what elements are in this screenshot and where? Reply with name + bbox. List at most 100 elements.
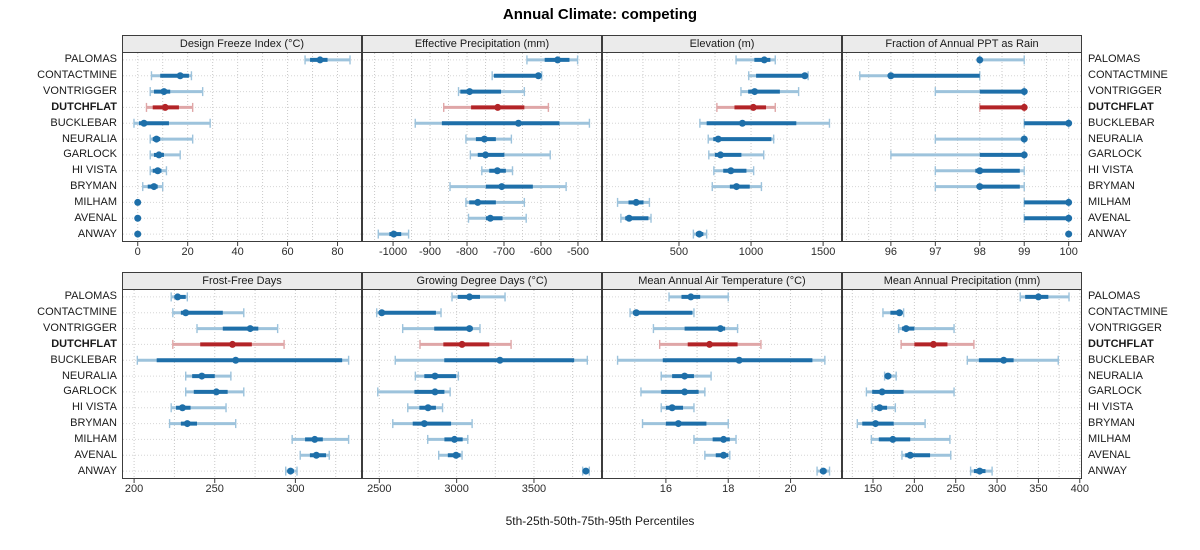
percentile-interval-palomas — [526, 55, 579, 65]
median-dot-milham — [474, 198, 482, 206]
percentile-interval-bryman — [449, 182, 567, 192]
site-label-right-milham-row2: MILHAM — [1088, 432, 1131, 445]
median-dot-bryman — [871, 420, 879, 428]
site-label-right-contactmine-row1: CONTACTMINE — [1088, 69, 1168, 82]
tick-label-mean-annual-air-temperature-c-20: 20 — [784, 483, 797, 495]
median-dot-garlock — [1020, 151, 1028, 159]
percentile-interval-contactmine — [882, 308, 905, 318]
percentile-interval-hi-vista — [871, 403, 897, 413]
median-dot-anway — [582, 467, 590, 475]
percentile-interval-milham — [291, 434, 350, 444]
tick-label-frost-free-days-250: 250 — [205, 483, 224, 495]
tick-label-effective-precipitation-mm--600: -600 — [529, 246, 552, 258]
strip-title-design-freeze-index-c: Design Freeze Index (°C) — [122, 35, 362, 53]
median-dot-hi-vista — [668, 404, 676, 412]
median-dot-anway — [134, 230, 142, 238]
panel-fraction-of-annual-ppt-as-rain — [842, 52, 1082, 246]
percentile-interval-neuralia — [660, 371, 712, 381]
site-label-right-hi-vista-row1: HI VISTA — [1088, 164, 1134, 177]
percentile-interval-milham — [616, 197, 651, 207]
tick-label-frost-free-days-200: 200 — [124, 483, 144, 495]
median-dot-bryman — [674, 420, 682, 428]
percentile-interval-anway — [969, 466, 993, 476]
percentile-interval-dutchflat — [443, 102, 550, 112]
percentile-interval-palomas — [304, 55, 351, 65]
median-dot-hi-vista — [424, 404, 432, 412]
median-dot-avenal — [906, 451, 914, 459]
percentile-interval-anway — [816, 466, 831, 476]
median-dot-contactmine — [176, 72, 184, 80]
tick-label-effective-precipitation-mm--700: -700 — [492, 246, 516, 258]
site-label-right-milham-row1: MILHAM — [1088, 195, 1131, 208]
median-dot-dutchflat — [1020, 103, 1028, 111]
percentile-interval-garlock — [640, 387, 706, 397]
page-title: Annual Climate: competing — [502, 6, 698, 23]
percentile-interval-neuralia — [934, 134, 1028, 144]
percentile-interval-avenal — [1023, 213, 1073, 223]
percentile-interval-neuralia — [149, 134, 194, 144]
tick-label-elevation-m-1000: 1000 — [738, 246, 764, 258]
median-dot-neuralia — [884, 372, 892, 380]
median-dot-avenal — [625, 214, 633, 222]
median-dot-dutchflat — [494, 103, 502, 111]
site-label-left-anway-row1: ANWAY — [77, 227, 117, 240]
site-label-left-neuralia-row1: NEURALIA — [61, 132, 117, 145]
site-label-right-dutchflat-row2: DUTCHFLAT — [1088, 337, 1154, 350]
site-label-left-vontrigger-row2: VONTRIGGER — [43, 322, 117, 335]
tick-label-mean-annual-precipitation-mm-300: 300 — [987, 483, 1007, 495]
percentile-interval-palomas — [668, 292, 729, 302]
median-dot-anway — [390, 230, 398, 238]
percentile-interval-dutchflat — [658, 339, 762, 349]
percentile-interval-vontrigger — [149, 87, 204, 97]
tick-label-growing-degree-days-c-2500: 2500 — [367, 483, 392, 495]
median-dot-hi-vista — [178, 404, 186, 412]
percentile-interval-avenal — [704, 450, 731, 460]
tick-label-mean-annual-precipitation-mm-200: 200 — [905, 483, 924, 495]
median-dot-milham — [450, 435, 458, 443]
median-dot-neuralia — [198, 372, 206, 380]
percentile-interval-milham — [1023, 197, 1073, 207]
tick-label-design-freeze-index-c-40: 40 — [231, 246, 244, 258]
median-dot-bucklebar — [738, 119, 746, 127]
median-dot-avenal — [1065, 214, 1073, 222]
site-label-right-bryman-row2: BRYMAN — [1088, 417, 1135, 430]
median-dot-bucklebar — [735, 356, 743, 364]
median-dot-garlock — [482, 151, 490, 159]
median-dot-avenal — [486, 214, 494, 222]
tick-label-mean-annual-precipitation-mm-350: 350 — [1029, 483, 1048, 495]
percentile-interval-palomas — [976, 55, 1025, 65]
percentile-interval-bryman — [641, 419, 729, 429]
site-label-left-bucklebar-row2: BUCKLEBAR — [50, 353, 117, 366]
median-dot-milham — [311, 435, 319, 443]
median-dot-bucklebar — [1000, 356, 1008, 364]
tick-label-design-freeze-index-c-60: 60 — [281, 246, 294, 258]
tick-label-effective-precipitation-mm--800: -800 — [456, 246, 479, 258]
site-label-left-milham-row1: MILHAM — [74, 195, 117, 208]
percentile-interval-bucklebar — [133, 118, 211, 128]
percentile-interval-anway — [377, 229, 410, 239]
site-label-right-bryman-row1: BRYMAN — [1088, 180, 1135, 193]
site-label-right-palomas-row2: PALOMAS — [1088, 290, 1141, 303]
median-dot-avenal — [134, 214, 142, 222]
strip-title-elevation-m: Elevation (m) — [602, 35, 842, 53]
median-dot-bryman — [150, 183, 158, 191]
tick-label-fraction-of-annual-ppt-as-rain-100: 100 — [1059, 246, 1078, 258]
percentile-interval-hi-vista — [660, 403, 695, 413]
percentile-interval-avenal — [620, 213, 652, 223]
site-label-left-contactmine-row1: CONTACTMINE — [37, 69, 117, 82]
percentile-interval-contactmine — [859, 71, 981, 81]
panel-border — [602, 52, 842, 242]
percentile-interval-vontrigger — [401, 324, 481, 334]
percentile-interval-garlock — [149, 150, 181, 160]
tick-label-mean-annual-air-temperature-c-16: 16 — [659, 483, 673, 495]
median-dot-contactmine — [801, 72, 809, 80]
median-dot-contactmine — [534, 72, 542, 80]
median-dot-neuralia — [1020, 135, 1028, 143]
site-label-right-neuralia-row2: NEURALIA — [1088, 369, 1144, 382]
median-dot-bucklebar — [514, 119, 522, 127]
tick-label-effective-precipitation-mm--500: -500 — [566, 246, 589, 258]
percentile-interval-bryman — [168, 419, 237, 429]
percentile-interval-neuralia — [414, 371, 460, 381]
percentile-interval-neuralia — [465, 134, 513, 144]
tick-label-elevation-m-1500: 1500 — [810, 246, 836, 258]
